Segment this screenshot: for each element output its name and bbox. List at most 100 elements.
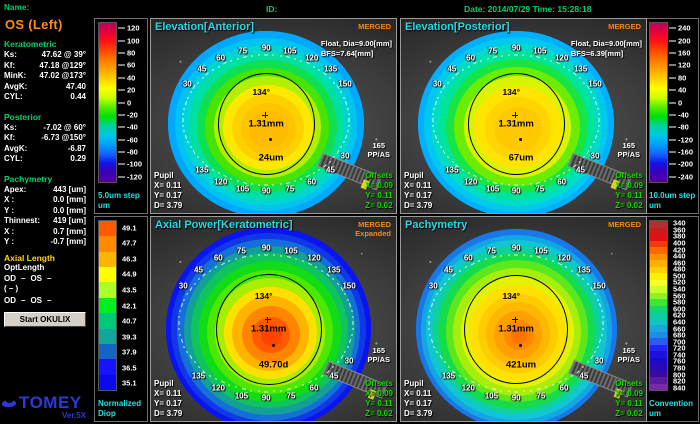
colorbar-segment bbox=[650, 312, 667, 319]
scale-unit-anterior: um bbox=[98, 201, 110, 210]
scale-tick: -200 bbox=[669, 161, 696, 168]
colorbar-segment bbox=[650, 253, 667, 260]
pachy-row: Thinnest: 419 [um] bbox=[4, 216, 88, 227]
pupil-x: X= 0.11 bbox=[404, 181, 432, 190]
scale-tick: 40 bbox=[669, 86, 696, 94]
ppas-marker: 165 PP/AS bbox=[367, 141, 390, 159]
scale-mode-axial: Normalized bbox=[98, 399, 142, 408]
map-panel-axial-power[interactable]: 150 135 120 105 90 75 60 45 30 30 45 60 75 90 105 120 13… bbox=[150, 216, 397, 422]
left-sidebar: Name: OS (Left) Keratometric Ks: 47.62 @ … bbox=[0, 0, 92, 424]
pupil-center-marker bbox=[519, 137, 523, 141]
offsets-info: Offsets X= 0.09 Y= 0.11 Z= 0.02 bbox=[615, 171, 643, 211]
ppas-label: PP/AS bbox=[617, 354, 640, 364]
scale-tick: 360 bbox=[673, 225, 686, 235]
ppas-angle: 165 bbox=[622, 141, 635, 151]
scale-tick: 520 bbox=[673, 277, 686, 287]
scale-tick: -160 bbox=[669, 148, 696, 156]
pupil-title: Pupil bbox=[404, 379, 424, 388]
pachy-row: X : 0.7 [mm] bbox=[4, 227, 88, 238]
axial-od-value-1: – bbox=[21, 274, 26, 283]
post-cyl-value: 0.29 bbox=[70, 154, 86, 163]
scale-tick: 740 bbox=[673, 350, 686, 360]
scale-tick: -60 bbox=[118, 136, 145, 143]
scale-tick: 240 bbox=[669, 24, 696, 32]
pupil-title: Pupil bbox=[404, 171, 424, 180]
kerato-cyl-key: CYL: bbox=[4, 92, 23, 101]
apex-marker bbox=[512, 112, 519, 119]
offsets-y: Y= 0.11 bbox=[615, 399, 643, 408]
center-axis-angle: 134° bbox=[502, 86, 521, 97]
kerato-kf-value: 47.18 @129° bbox=[39, 60, 86, 70]
offsets-x: X= 0.09 bbox=[365, 181, 393, 190]
axial-od-label-2: OD bbox=[4, 295, 16, 305]
ppas-marker: 165 PP/AS bbox=[367, 346, 390, 364]
kerato-kf-key: Kf: bbox=[4, 60, 16, 70]
colorbar-segment bbox=[650, 325, 667, 332]
kerato-avgk-key: AvgK: bbox=[4, 81, 28, 91]
tomey-brand-text: TOMEY bbox=[19, 393, 82, 412]
pachy-row: Y : -0.7 [mm] bbox=[4, 237, 88, 248]
offsets-title: Offsets bbox=[365, 379, 393, 388]
scale-tick: 36.5 bbox=[122, 363, 137, 373]
scale-tick: 560 bbox=[673, 291, 686, 301]
topography-map-axial: 134° 1.31mm 49.70d bbox=[151, 217, 396, 421]
pachy-apex-x-value: 0.0 [mm] bbox=[53, 195, 86, 204]
scale-tick: -40 bbox=[669, 111, 696, 119]
scale-tick: -20 bbox=[118, 111, 145, 119]
posterior-row: CYL: 0.29 bbox=[4, 154, 88, 165]
posterior-row: Kf: -6.73 @150° bbox=[4, 133, 88, 144]
scale-tick: 500 bbox=[673, 271, 686, 281]
panel-meta: Float, Dia=9.00[mm] BFS=6.39[mm] bbox=[571, 39, 642, 58]
apex-marker bbox=[264, 316, 271, 323]
map-panel-elevation-posterior[interactable]: 150 135 120 105 90 75 60 45 30 30 45 60 75 90 105 120 13… bbox=[400, 18, 647, 214]
offsets-z: Z= 0.02 bbox=[365, 409, 393, 418]
pupil-y: Y= 0.17 bbox=[404, 191, 432, 200]
offsets-x: X= 0.09 bbox=[365, 389, 393, 398]
axial-os-label-2: OS bbox=[30, 295, 43, 305]
center-axis-angle: 134° bbox=[252, 86, 271, 97]
offsets-info: Offsets X= 0.09 Y= 0.11 Z= 0.02 bbox=[615, 379, 643, 419]
start-okulix-button[interactable]: Start OKULIX bbox=[4, 311, 86, 327]
merged-badge: MERGED bbox=[608, 220, 641, 229]
patient-name-label: Name: bbox=[4, 3, 30, 12]
pachy-thinnest-value: 419 [um] bbox=[53, 216, 86, 225]
analysis-zone-circle bbox=[467, 72, 565, 175]
pachy-apex-y-value: 0.0 [mm] bbox=[53, 205, 86, 215]
pachy-thin-y-value: -0.7 [mm] bbox=[50, 237, 86, 246]
axial-od-os-row-1: OD – OS – bbox=[4, 273, 88, 284]
colorbar-axial-power bbox=[98, 220, 117, 391]
ticklabels-pachymetry: 340 360 380 400 420 440 460 480 500 520 540 560 580 6… bbox=[669, 220, 696, 392]
ppas-label: PP/AS bbox=[367, 354, 390, 364]
scale-tick: 46.3 bbox=[122, 254, 137, 264]
analysis-zone-circle bbox=[217, 72, 315, 175]
ticklabels-elevation-posterior: 240 200 160 120 80 40 0 -40 -80 -120 -160 -200 -240 bbox=[669, 22, 696, 183]
scale-tick: 200 bbox=[669, 37, 696, 44]
tomey-wordmark: TOMEY bbox=[2, 393, 90, 413]
colorbar-segment bbox=[99, 374, 116, 390]
analysis-zone-circle bbox=[215, 273, 322, 385]
software-version: Ver.5X bbox=[61, 411, 86, 420]
pupil-y: Y= 0.17 bbox=[154, 191, 182, 200]
colorbar-elevation-anterior bbox=[98, 22, 117, 183]
scale-tick: 47.7 bbox=[122, 238, 137, 248]
scale-tick: 440 bbox=[673, 251, 686, 261]
colorbar-segment bbox=[99, 313, 116, 329]
axial-os-value-2: – bbox=[47, 295, 52, 305]
colorbar-segment bbox=[650, 370, 667, 377]
map-panel-elevation-anterior[interactable]: 150 135 120 105 90 75 60 45 30 30 45 60 75 90 105 120 13… bbox=[150, 18, 397, 214]
offsets-info: Offsets X= 0.09 Y= 0.11 Z= 0.02 bbox=[365, 171, 393, 211]
ticklabels-axial-power: 49.1 47.7 46.3 44.9 43.5 42.1 40.7 39.3 37.9 36.5… bbox=[118, 220, 145, 391]
scale-tick: 42.1 bbox=[122, 301, 137, 310]
offsets-y: Y= 0.11 bbox=[365, 191, 393, 200]
colorbar-segment bbox=[650, 247, 667, 254]
pupil-d: D= 3.79 bbox=[404, 409, 433, 418]
scale-unit-posterior: um bbox=[649, 201, 661, 210]
scale-tick: 780 bbox=[673, 363, 686, 373]
center-measured-value: 421um bbox=[505, 359, 537, 371]
pupil-x: X= 0.11 bbox=[154, 181, 182, 190]
merged-badge: MERGED bbox=[608, 22, 641, 31]
colorbar-segment bbox=[99, 251, 116, 268]
patient-id-label: ID: bbox=[266, 4, 278, 14]
map-panel-pachymetry[interactable]: 150 135 120 105 90 75 60 45 30 30 45 60 75 90 105 120 13… bbox=[400, 216, 647, 422]
scale-elevation-posterior: 240 200 160 120 80 40 0 -40 -80 -120 -160 -200 -240 … bbox=[645, 18, 699, 214]
